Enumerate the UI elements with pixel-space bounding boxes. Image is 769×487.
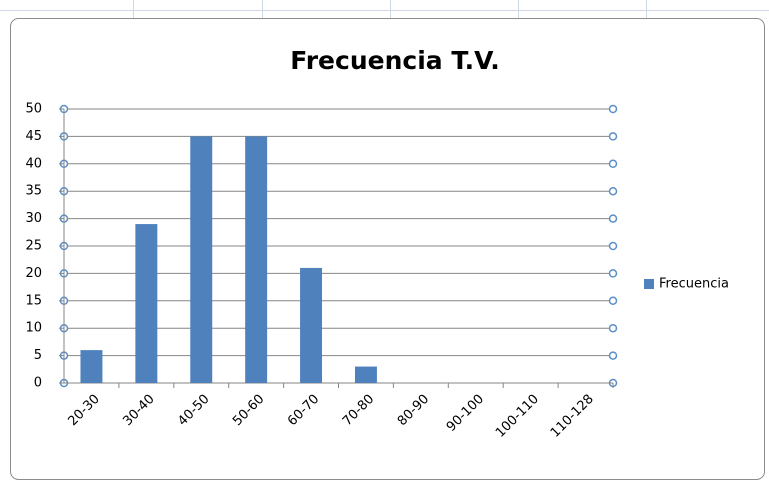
y-tick-label: 15 xyxy=(25,293,42,308)
grid-handle xyxy=(608,104,618,114)
bar xyxy=(135,224,158,383)
bar xyxy=(245,136,268,383)
bar xyxy=(300,267,323,383)
grid-handle xyxy=(608,214,618,223)
y-tick-label: 50 xyxy=(25,102,42,117)
bar xyxy=(190,136,213,383)
bar xyxy=(354,366,377,383)
chart-frame[interactable] xyxy=(10,18,765,480)
sheet-grid xyxy=(0,0,769,18)
grid-handle xyxy=(608,132,618,141)
y-tick-label: 40 xyxy=(25,156,42,171)
grid-handle xyxy=(608,296,618,306)
grid-handle xyxy=(608,241,618,251)
legend-label: Frecuencia xyxy=(659,277,729,292)
grid-handle xyxy=(608,351,618,360)
y-tick-label: 25 xyxy=(25,239,42,254)
bar xyxy=(80,350,103,383)
grid-handle xyxy=(608,186,618,196)
grid-handle xyxy=(608,323,618,333)
y-tick-label: 30 xyxy=(25,211,42,226)
grid-handle xyxy=(608,159,618,169)
y-tick-label: 45 xyxy=(25,129,42,144)
y-tick-label: 20 xyxy=(25,266,42,281)
y-tick-label: 35 xyxy=(25,184,42,199)
grid-handle xyxy=(608,269,618,278)
y-tick-label: 5 xyxy=(34,348,42,363)
chart-title: Frecuencia T.V. xyxy=(290,46,499,75)
y-tick-label: 0 xyxy=(34,376,42,391)
y-tick-label: 10 xyxy=(25,321,42,336)
legend-swatch xyxy=(644,279,654,289)
